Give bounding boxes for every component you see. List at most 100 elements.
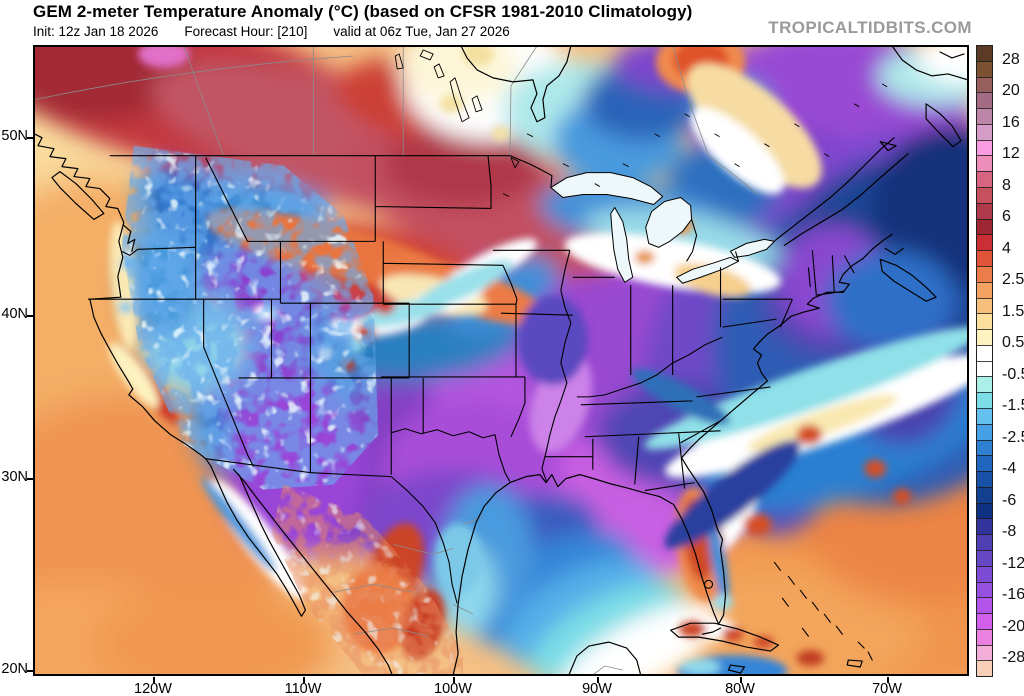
colorbar-tick-label: 4 [1002, 239, 1011, 257]
lat-tick-label: 20N [1, 661, 28, 677]
colorbar-tick-label: -8 [1002, 523, 1017, 541]
run-info: Init: 12z Jan 18 2026 Forecast Hour: [210… [33, 24, 536, 39]
colorbar-tick-label: -1.5 [1002, 397, 1024, 415]
lon-tick-label: 110W [284, 681, 322, 696]
lat-tick-mark [27, 478, 34, 480]
lon-tick-label: 100W [434, 681, 472, 696]
colorbar-cell [977, 423, 992, 440]
lat-axis: 50N 40N 30N 20N [0, 0, 40, 696]
colorbar-cell [977, 218, 992, 235]
colorbar-tick-label: -12 [1002, 554, 1024, 572]
colorbar-labels: 28 20 16 12 8 6 4 2.5 1.5 0.5 -0.5 -1.5 -2.5 -4 -6 -8 -1… [998, 45, 1024, 675]
lat-tick-label: 40N [1, 306, 28, 322]
colorbar-tick-label: -16 [1002, 586, 1024, 604]
colorbar-cell [977, 265, 992, 282]
colorbar-cell [977, 202, 992, 219]
colorbar-cell [977, 581, 992, 598]
lon-tick-mark [303, 677, 305, 683]
colorbar-cell [977, 660, 992, 677]
lon-tick-mark [597, 677, 599, 683]
colorbar-cell [977, 502, 992, 519]
colorbar-tick-label: 12 [1002, 145, 1020, 163]
colorbar-cell [977, 46, 992, 61]
lon-tick-mark [453, 677, 455, 683]
colorbar-cell [977, 534, 992, 550]
colorbar-cell [977, 439, 992, 456]
anomaly-field-map [34, 46, 968, 675]
lon-tick-mark [740, 677, 742, 683]
valid-time: valid at 06z Tue, Jan 27 2026 [333, 24, 510, 39]
colorbar-cell [977, 628, 992, 645]
colorbar-tick-label: 28 [1002, 50, 1020, 68]
colorbar-cell [977, 60, 992, 77]
colorbar-tick-label: -2.5 [1002, 428, 1024, 446]
colorbar-cell [977, 234, 992, 251]
forecast-hour: Forecast Hour: [210] [184, 24, 308, 39]
lon-tick-mark [887, 677, 889, 683]
colorbar-cell [977, 76, 992, 93]
colorbar-tick-label: -20 [1002, 617, 1024, 635]
colorbar-cell [977, 407, 992, 424]
lat-tick-mark [27, 315, 34, 317]
map-border [34, 46, 968, 675]
lakes [550, 172, 775, 284]
mexico-state-borders [333, 516, 623, 675]
colorbar-cell [977, 471, 992, 487]
lat-tick-label: 30N [1, 469, 28, 485]
colorbar-tick-label: -6 [1002, 491, 1017, 509]
colorbar-cell [977, 171, 992, 188]
colorbar-tick-label: 0.5 [1002, 334, 1024, 352]
colorbar-tick-label: 20 [1002, 82, 1020, 100]
colorbar-cell [977, 550, 992, 566]
colorbar-tick-label: -28 [1002, 649, 1024, 667]
colorbar-cell [977, 597, 992, 614]
lon-tick-label: 80W [725, 681, 755, 696]
colorbar-tick-label: -4 [1002, 460, 1017, 478]
lon-tick-mark [153, 677, 155, 683]
colorbar-tick-label: 16 [1002, 113, 1020, 131]
lat-tick-label: 50N [1, 128, 28, 144]
colorbar-cell [977, 329, 992, 345]
lon-tick-label: 70W [872, 681, 902, 696]
colorbar-cell [977, 360, 992, 377]
colorbar-cell [977, 187, 992, 203]
island-marks [773, 561, 873, 661]
colorbar-tick-label: 2.5 [1002, 271, 1024, 289]
colorbar-cell [977, 92, 992, 109]
colorbar-cell [977, 108, 992, 124]
page-title: GEM 2-meter Temperature Anomaly (°C) (ba… [33, 2, 693, 21]
colorbar-cell [977, 455, 992, 472]
colorbar-cell [977, 139, 992, 156]
lat-tick-mark [27, 137, 34, 139]
site-watermark: TROPICALTIDBITS.COM [768, 18, 972, 37]
colorbar-tick-label: 6 [1002, 208, 1011, 226]
colorbar-cell [977, 155, 992, 172]
colorbar-cell [977, 344, 992, 361]
colorbar-cell [977, 644, 992, 661]
us-borders [87, 155, 855, 604]
colorbar-tick-label: -0.5 [1002, 365, 1024, 383]
colorbar-cell [977, 613, 992, 629]
colorbar-cells [976, 45, 993, 677]
coastlines [34, 46, 968, 675]
colorbar-cell [977, 565, 992, 582]
init-time: Init: 12z Jan 18 2026 [33, 24, 159, 39]
colorbar-cell [977, 392, 992, 408]
canada-lake-marks [394, 49, 888, 197]
colorbar-cell [977, 313, 992, 330]
province-borders [34, 46, 757, 194]
colorbar-cell [977, 250, 992, 266]
colorbar-tick-label: 1.5 [1002, 302, 1024, 320]
colorbar-cell [977, 376, 992, 393]
colorbar-cell [977, 123, 992, 140]
map-frame [33, 45, 969, 676]
colorbar-tick-label: 8 [1002, 176, 1011, 194]
lon-tick-label: 90W [582, 681, 612, 696]
colorbar-cell [977, 486, 992, 503]
colorbar-cell [977, 297, 992, 314]
colorbar-cell [977, 518, 992, 535]
lat-tick-mark [27, 670, 34, 672]
lon-tick-label: 120W [134, 681, 172, 696]
